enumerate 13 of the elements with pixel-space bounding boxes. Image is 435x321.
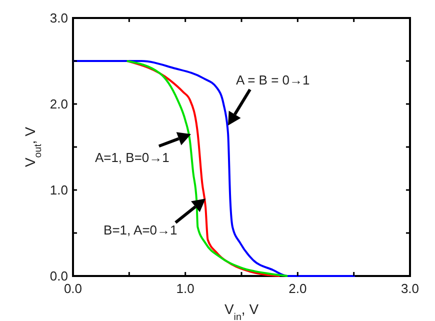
x-tick-label: 1.0 [176,281,194,296]
annotation: A = B = 0→1 [236,72,310,88]
y-tick-label: 1.0 [50,182,68,198]
annotation: B=1, A=0→1 [104,222,178,238]
line-series [72,60,356,277]
x-tick-label: 0.0 [64,281,82,296]
x-axis-title: V$_{in}$, V [224,301,260,321]
annotation: A=1, B=0→1 [94,150,170,166]
y-tick-label: 3.0 [50,10,68,26]
x-tick-label: 3.0 [400,281,420,296]
y-tick-label: 0.0 [50,268,68,284]
x-tick-label: 2.0 [288,281,307,296]
y-tick-label: 2.0 [50,96,68,112]
